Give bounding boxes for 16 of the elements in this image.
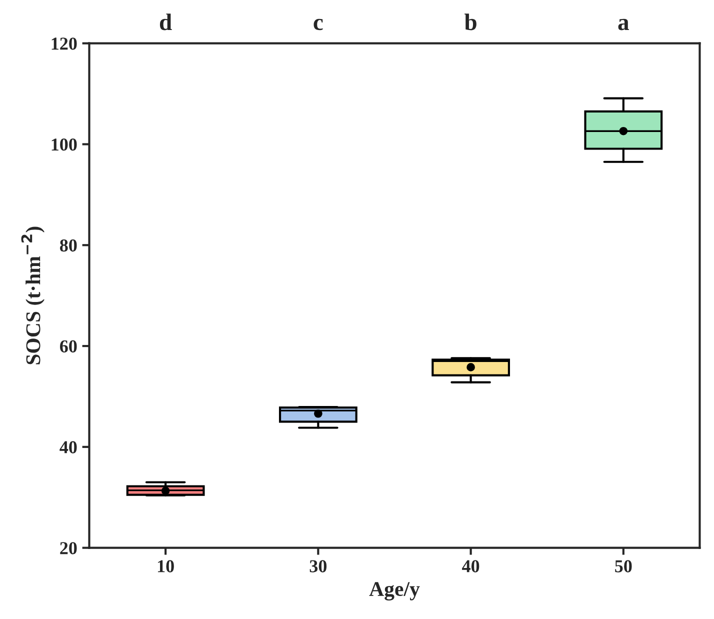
y-tick-label: 100	[52, 138, 77, 151]
text: b	[464, 14, 476, 30]
x-axis-title: Age/y	[369, 582, 420, 600]
y-tick-label: 40	[60, 441, 77, 454]
y-tick-label: 60	[60, 340, 77, 352]
x-tick-label: 50	[615, 560, 632, 572]
text: a	[618, 18, 629, 30]
x-tick-label: 10	[158, 560, 174, 572]
x-tick-label: 30	[310, 560, 327, 572]
y-tick-label: 80	[60, 239, 77, 252]
x-tick-label: 40	[462, 560, 480, 572]
text: d	[160, 14, 172, 30]
y-axis-title: SOCS (t·hm$^{−2}$)	[21, 226, 44, 364]
y-tick-label: 20	[60, 542, 77, 554]
y-tick-label: 120	[52, 38, 77, 50]
text: c	[314, 18, 323, 30]
